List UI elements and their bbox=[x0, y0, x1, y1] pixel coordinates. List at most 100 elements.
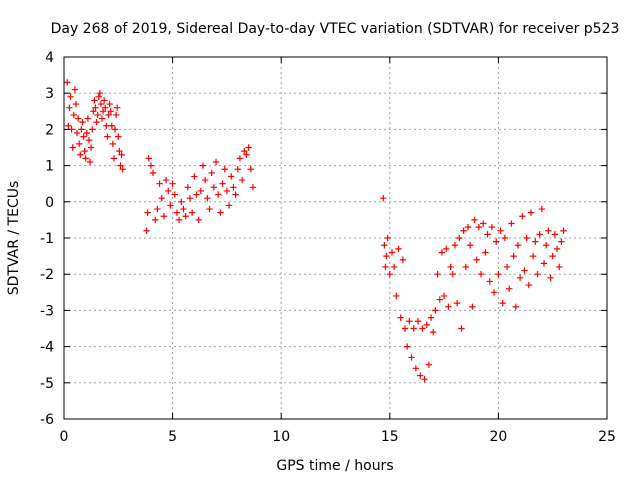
data-point bbox=[111, 126, 119, 133]
x-axis-title: GPS time / hours bbox=[276, 458, 393, 474]
x-tick-label: 25 bbox=[598, 429, 616, 445]
data-point bbox=[432, 307, 439, 314]
data-point bbox=[440, 292, 448, 300]
data-point bbox=[167, 202, 174, 209]
data-point bbox=[460, 227, 467, 234]
data-point bbox=[381, 242, 388, 249]
axis-ticks bbox=[63, 56, 608, 420]
data-point bbox=[92, 104, 99, 111]
data-point bbox=[382, 263, 389, 271]
data-point bbox=[160, 213, 168, 220]
y-tick-label: -1 bbox=[40, 231, 54, 247]
y-axis-title: SDTVAR / TECUs bbox=[6, 181, 22, 296]
data-point bbox=[115, 133, 122, 140]
data-point bbox=[545, 227, 552, 234]
data-point bbox=[208, 169, 215, 177]
data-point bbox=[171, 191, 178, 198]
data-point bbox=[72, 100, 80, 108]
data-point bbox=[225, 202, 233, 209]
data-point bbox=[499, 299, 506, 307]
data-point bbox=[152, 216, 159, 224]
data-point bbox=[438, 249, 446, 256]
data-point bbox=[245, 144, 252, 151]
y-tick-labels: 4 3 2 1 0 -1 -2 -3 -4 -5 -6 bbox=[40, 50, 54, 428]
data-point bbox=[94, 111, 101, 119]
data-point bbox=[414, 318, 422, 325]
data-point bbox=[77, 151, 84, 158]
data-point bbox=[71, 86, 79, 93]
data-point bbox=[193, 191, 200, 198]
y-tick-label: -5 bbox=[40, 376, 54, 392]
data-point bbox=[451, 242, 459, 249]
data-point bbox=[471, 216, 478, 224]
data-point bbox=[556, 263, 563, 271]
data-point bbox=[145, 155, 152, 162]
data-point bbox=[158, 194, 165, 202]
data-point bbox=[201, 176, 209, 184]
data-point bbox=[484, 231, 491, 238]
data-point bbox=[551, 231, 559, 238]
y-tick-label: -4 bbox=[40, 340, 54, 356]
data-point bbox=[488, 223, 496, 231]
data-point bbox=[206, 205, 213, 213]
data-point bbox=[65, 122, 72, 129]
data-point bbox=[443, 245, 450, 253]
x-tick-label: 20 bbox=[489, 429, 507, 445]
data-point bbox=[74, 115, 82, 122]
data-point bbox=[549, 252, 556, 260]
data-point bbox=[388, 249, 396, 256]
data-point bbox=[103, 122, 110, 129]
data-point bbox=[532, 238, 539, 245]
data-point bbox=[247, 166, 254, 173]
data-point bbox=[86, 158, 94, 166]
data-point bbox=[553, 245, 561, 253]
data-point bbox=[223, 187, 231, 195]
data-point bbox=[154, 205, 161, 213]
grid bbox=[64, 57, 607, 419]
data-point bbox=[102, 104, 109, 111]
data-point bbox=[482, 249, 489, 256]
data-point bbox=[399, 256, 407, 263]
data-point bbox=[217, 209, 224, 216]
data-point bbox=[525, 281, 533, 289]
x-tick-label: 15 bbox=[381, 429, 399, 445]
data-point bbox=[210, 184, 218, 191]
data-point bbox=[66, 104, 73, 111]
data-point bbox=[114, 104, 121, 111]
data-point bbox=[221, 166, 228, 173]
data-point bbox=[230, 184, 237, 191]
data-point bbox=[427, 314, 435, 321]
y-tick-label: -2 bbox=[40, 267, 54, 283]
data-point bbox=[143, 227, 150, 234]
data-point bbox=[169, 180, 176, 187]
data-point bbox=[425, 361, 433, 368]
data-point bbox=[197, 187, 205, 195]
data-point bbox=[401, 325, 409, 332]
data-point bbox=[403, 343, 411, 350]
data-point bbox=[380, 194, 387, 202]
data-point bbox=[560, 227, 567, 234]
data-point bbox=[199, 162, 207, 169]
y-tick-label: -3 bbox=[40, 303, 54, 319]
data-point bbox=[445, 303, 452, 310]
data-point bbox=[119, 166, 126, 173]
data-point bbox=[512, 303, 519, 310]
data-point bbox=[249, 184, 257, 191]
data-point bbox=[449, 271, 456, 278]
data-point bbox=[493, 238, 500, 245]
data-point bbox=[165, 187, 172, 195]
y-tick-label: 0 bbox=[45, 195, 54, 211]
data-point bbox=[469, 303, 476, 310]
data-point bbox=[106, 100, 113, 108]
data-point bbox=[412, 365, 420, 372]
data-point bbox=[212, 158, 220, 166]
data-point bbox=[466, 242, 474, 249]
data-point bbox=[464, 223, 472, 231]
data-point bbox=[191, 173, 198, 180]
data-point bbox=[436, 296, 443, 303]
data-point bbox=[173, 209, 181, 216]
data-point bbox=[510, 252, 517, 260]
data-point bbox=[80, 133, 87, 140]
data-point bbox=[117, 162, 124, 169]
data-point bbox=[149, 169, 157, 177]
